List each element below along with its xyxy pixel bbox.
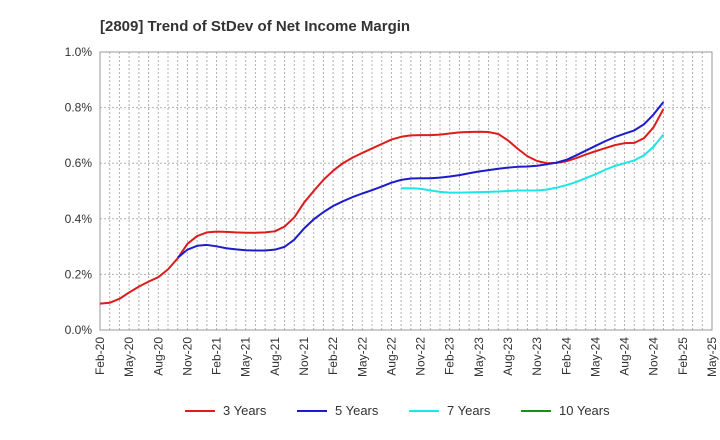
chart-title: [2809] Trend of StDev of Net Income Marg…	[100, 18, 410, 35]
x-tick-label: Aug-23	[501, 337, 515, 376]
legend-label: 10 Years	[559, 403, 610, 418]
y-tick-label: 0.8%	[65, 101, 93, 115]
series-line-1	[99, 108, 665, 305]
x-tick-label: Feb-24	[559, 337, 573, 375]
series-line-2	[177, 101, 665, 259]
plot-frame	[99, 51, 713, 331]
x-tick-label: Feb-25	[676, 337, 690, 375]
series-line-3	[401, 133, 665, 194]
legend: 3 Years 5 Years 7 Years 10 Years	[185, 403, 610, 418]
x-tick-label: Nov-22	[414, 337, 428, 376]
grid	[100, 52, 712, 330]
legend-label: 7 Years	[447, 403, 491, 418]
x-tick-label: Aug-24	[618, 337, 632, 376]
y-tick-label: 0.6%	[65, 156, 93, 170]
y-axis: 0.0% 0.2% 0.4% 0.6% 0.8% 1.0%	[65, 45, 93, 337]
series-lines	[99, 101, 665, 305]
x-tick-label: May-20	[122, 337, 136, 377]
x-tick-label: Nov-20	[180, 337, 194, 376]
x-tick-label: Feb-21	[210, 337, 224, 375]
x-tick-label: Nov-21	[297, 337, 311, 376]
x-tick-label: Aug-22	[384, 337, 398, 376]
x-tick-label: Aug-20	[151, 337, 165, 376]
x-tick-label: Aug-21	[268, 337, 282, 376]
x-tick-label: May-22	[355, 337, 369, 377]
y-tick-label: 0.4%	[65, 212, 93, 226]
x-tick-label: May-24	[588, 337, 602, 377]
x-tick-label: Feb-23	[443, 337, 457, 375]
x-tick-label: Feb-20	[93, 337, 107, 375]
y-tick-label: 0.2%	[65, 267, 93, 281]
x-tick-label: Nov-24	[647, 337, 661, 376]
x-tick-label: May-23	[472, 337, 486, 377]
x-tick-label: May-21	[239, 337, 253, 377]
x-tick-label: May-25	[705, 337, 719, 377]
x-tick-label: Nov-23	[530, 337, 544, 376]
y-tick-label: 0.0%	[65, 323, 93, 337]
legend-label: 5 Years	[335, 403, 379, 418]
x-axis: Feb-20 May-20 Aug-20 Nov-20 Feb-21 May-21 Aug-…	[93, 337, 719, 377]
x-tick-label: Feb-22	[326, 337, 340, 375]
legend-label: 3 Years	[223, 403, 267, 418]
y-tick-label: 1.0%	[65, 45, 93, 59]
